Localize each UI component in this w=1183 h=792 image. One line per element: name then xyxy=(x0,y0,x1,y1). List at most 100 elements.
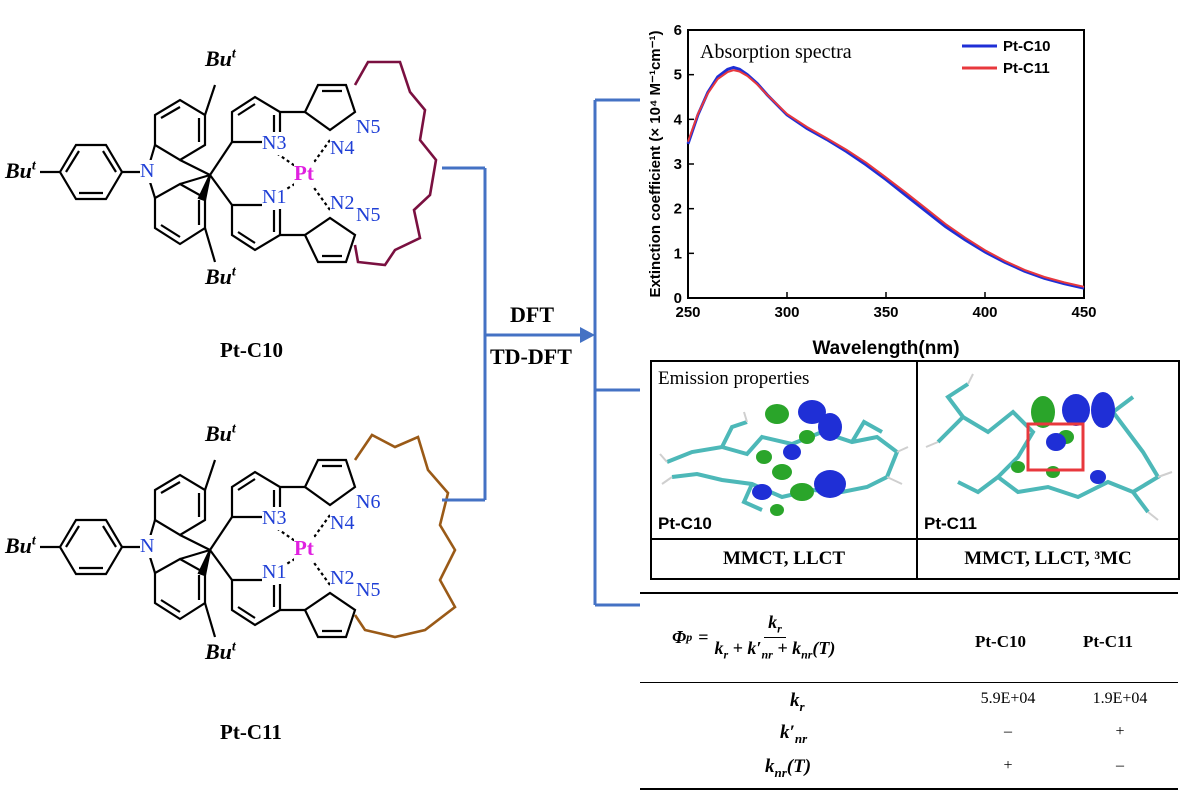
pt-label: Pt xyxy=(294,161,314,186)
emission-character-c10: MMCT, LLCT xyxy=(652,540,918,578)
orbital-image-c10 xyxy=(659,400,909,516)
x-tick-label: 250 xyxy=(675,304,700,321)
y-tick-label: 3 xyxy=(674,156,682,173)
emission-tag-c10: Pt-C10 xyxy=(658,514,712,533)
row-sub: nr xyxy=(774,764,787,780)
amine-n-label: N xyxy=(140,160,155,183)
den-part: + k xyxy=(772,637,802,658)
row-label-knr-t: knr(T) xyxy=(765,756,811,781)
series-line-pt-c11 xyxy=(687,69,1085,288)
x-tick-label: 350 xyxy=(873,304,898,321)
tbu-label: Bu xyxy=(205,46,232,71)
tbu-sup: t xyxy=(231,421,236,437)
row-k: k′ xyxy=(780,722,795,743)
den-part: + k′ xyxy=(728,637,762,658)
x-tick-label: 300 xyxy=(774,304,799,321)
alkyl-tether xyxy=(353,433,457,639)
tbu-sup: t xyxy=(231,639,236,655)
y-axis-label: Extinction coefficient (× 10⁴ M⁻¹cm⁻¹) xyxy=(647,30,664,297)
cell-knr-t-c11: – xyxy=(1116,757,1124,774)
tbu-sup: t xyxy=(31,533,36,549)
tbu-label: Bu xyxy=(205,421,232,446)
num-k: k xyxy=(768,612,778,632)
chart-title: Absorption spectra xyxy=(700,41,852,63)
tbu-label: Bu xyxy=(205,639,232,664)
y-tick-label: 1 xyxy=(674,245,682,262)
y-tick-label: 5 xyxy=(674,67,682,84)
orbital-image-c11 xyxy=(925,373,1173,521)
row-sub: r xyxy=(799,698,805,714)
den-sub: r xyxy=(723,647,729,662)
n3-label: N3 xyxy=(262,132,287,155)
phi-sub: p xyxy=(686,629,693,644)
highlight-box xyxy=(1026,422,1085,472)
molecule-pt-c11 xyxy=(38,433,457,639)
n5b-label: N5 xyxy=(356,204,381,227)
n4-label: N4 xyxy=(330,512,355,535)
y-tick-label: 2 xyxy=(674,201,682,218)
n6-label: N6 xyxy=(356,491,381,514)
n3-label: N3 xyxy=(262,507,287,530)
legend-label: Pt-C11 xyxy=(1003,60,1050,77)
tbu-label: Bu xyxy=(205,264,232,289)
n5-label: N5 xyxy=(356,579,381,602)
tbu-sup: t xyxy=(231,46,236,62)
y-tick-label: 6 xyxy=(674,22,682,39)
row-label-knr-prime: k′nr xyxy=(780,722,807,747)
method-label-tddft: TD-DFT xyxy=(490,344,572,369)
method-label-dft: DFT xyxy=(510,302,554,327)
row-k: k xyxy=(790,690,800,711)
emission-cell-c10: Emission properties Pt-C10 xyxy=(652,362,918,540)
emission-cell-c11: Pt-C11 xyxy=(918,362,1178,540)
emission-panel: Emission properties Pt-C10 xyxy=(650,360,1180,580)
tbu-label: Bu xyxy=(5,533,32,558)
n5-label: N5 xyxy=(356,116,381,139)
series-line-pt-c10 xyxy=(686,65,1085,290)
den-sub: nr xyxy=(801,647,813,662)
cell-knr-t-c10: + xyxy=(1003,757,1013,774)
column-header-c11: Pt-C11 xyxy=(1083,632,1134,651)
x-axis-label: Wavelength(nm) xyxy=(812,338,959,359)
column-header-c10: Pt-C10 xyxy=(975,632,1026,651)
n1-label: N1 xyxy=(262,186,287,209)
row-sub: nr xyxy=(794,730,808,746)
row-k: k xyxy=(765,756,775,777)
cell-knr-prime-c10: – xyxy=(1004,723,1012,740)
emission-tag-c11: Pt-C11 xyxy=(924,514,977,533)
legend-label: Pt-C10 xyxy=(1003,38,1051,55)
tbu-sup: t xyxy=(231,264,236,280)
den-part: (T) xyxy=(812,637,836,658)
den-sub: nr xyxy=(761,647,773,662)
x-tick-label: 450 xyxy=(1071,304,1096,321)
n4-label: N4 xyxy=(330,137,355,160)
molecule-structures xyxy=(38,60,457,639)
connector-lines xyxy=(442,98,640,607)
molecule-pt-c10 xyxy=(38,60,438,267)
n2-label: N2 xyxy=(330,192,355,215)
absorption-chart: Absorption spectra Wavelength(nm) Extinc… xyxy=(647,22,1097,359)
row-label-kr: kr xyxy=(790,690,805,715)
y-tick-label: 0 xyxy=(674,290,682,307)
n2-label: N2 xyxy=(330,567,355,590)
molecule-name-c10: Pt-C10 xyxy=(220,338,283,362)
n1-label: N1 xyxy=(262,561,287,584)
tbu-label: Bu xyxy=(5,158,32,183)
emission-title: Emission properties xyxy=(658,368,810,389)
phi-symbol: Φ xyxy=(672,626,687,647)
cell-kr-c11: 1.9E+04 xyxy=(1092,690,1148,707)
alkyl-tether xyxy=(353,60,438,267)
emission-character-c11: MMCT, LLCT, ³MC xyxy=(964,548,1132,569)
pt-label: Pt xyxy=(294,536,314,561)
cell-knr-prime-c11: + xyxy=(1115,723,1125,740)
molecule-name-c11: Pt-C11 xyxy=(220,720,282,744)
cell-kr-c10: 5.9E+04 xyxy=(980,690,1036,707)
y-tick-label: 4 xyxy=(674,111,683,128)
x-tick-label: 400 xyxy=(972,304,997,321)
tbu-sup: t xyxy=(31,158,36,174)
num-sub: r xyxy=(777,621,782,636)
amine-n-label: N xyxy=(140,535,155,558)
row-suffix: (T) xyxy=(786,756,812,777)
den-part: k xyxy=(714,637,724,658)
